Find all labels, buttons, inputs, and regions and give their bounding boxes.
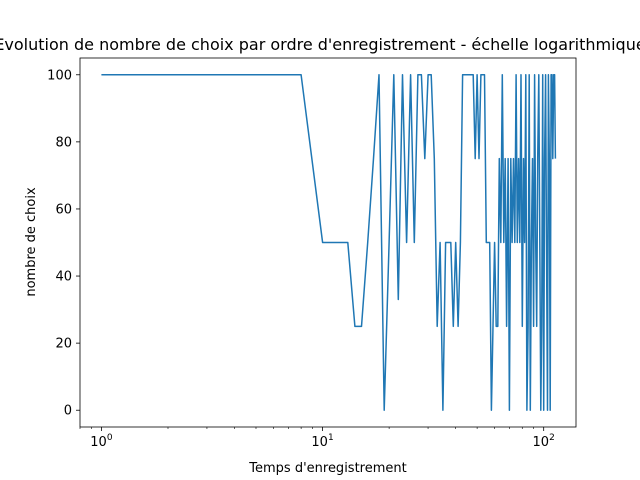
series-line [101, 74, 557, 411]
y-axis-title: nombre de choix [24, 187, 39, 297]
x-tick-base: 10 [90, 435, 107, 450]
plot-frame [79, 57, 577, 428]
y-tick-label: 60 [55, 202, 72, 217]
y-tick-label: 20 [55, 337, 72, 352]
x-axis-title: Temps d'enregistrement [248, 461, 406, 476]
x-tick-label: 101 [311, 433, 333, 450]
x-tick-exponent: 1 [328, 433, 334, 443]
x-axis: 100 101 102 [79, 427, 555, 450]
x-tick-exponent: 0 [107, 433, 113, 443]
y-tick-label: 40 [55, 270, 72, 285]
x-tick-base: 10 [311, 435, 328, 450]
plot-area [79, 57, 577, 428]
x-tick-exponent: 2 [549, 433, 555, 443]
y-tick-label: 0 [64, 404, 72, 419]
chart-title: Evolution de nombre de choix par ordre d… [0, 35, 640, 54]
x-tick-label: 100 [90, 433, 113, 450]
x-tick-base: 10 [533, 435, 550, 450]
x-tick-label: 102 [533, 433, 555, 450]
y-tick-label: 100 [47, 68, 72, 83]
y-axis: 0 20 40 60 80 100 [47, 68, 80, 419]
y-tick-label: 80 [55, 135, 72, 150]
